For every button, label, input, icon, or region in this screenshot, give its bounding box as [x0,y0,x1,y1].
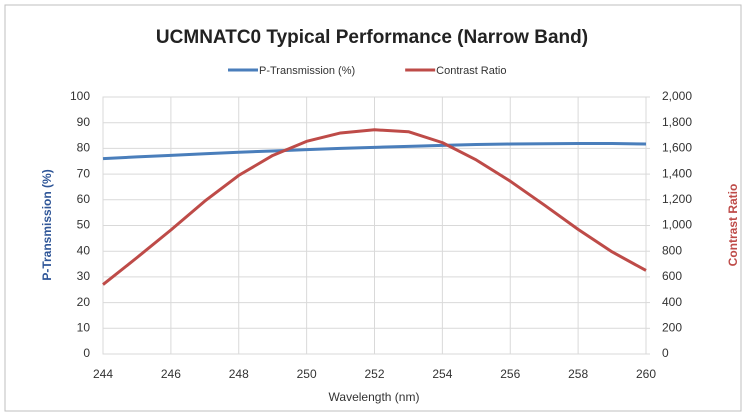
legend-label: Contrast Ratio [436,65,506,77]
y2-tick-label: 600 [662,269,682,283]
y-tick-label: 100 [70,89,90,103]
x-axis-title: Wavelength (nm) [329,390,420,404]
series-line [102,142,647,161]
series-line [102,128,647,286]
y-tick-label: 60 [77,192,91,206]
y-tick-label: 90 [77,115,91,129]
y-tick-label: 0 [83,346,90,360]
chart-frame [4,4,742,412]
y2-tick-label: 2,000 [662,89,692,103]
y2-tick-label: 1,800 [662,115,692,129]
x-tick-label: 250 [297,367,317,381]
y2-axis-title: Contrast Ratio [726,184,740,267]
legend-label: P-Transmission (%) [259,65,355,77]
x-tick-label: 244 [93,367,113,381]
y-tick-label: 80 [77,141,91,155]
plot-border [102,96,647,355]
y2-tick-label: 800 [662,243,682,257]
x-tick-label: 252 [364,367,384,381]
x-tick-label: 256 [500,367,520,381]
y-tick-label: 30 [77,269,91,283]
y2-tick-label: 1,400 [662,166,692,180]
y-tick-label: 10 [77,320,91,334]
y-axis-title: P-Transmission (%) [40,169,54,280]
y-tick-label: 50 [77,218,91,232]
y2-tick-label: 1,000 [662,218,692,232]
x-tick-label: 260 [636,367,656,381]
x-tick-label: 258 [568,367,588,381]
y2-tick-label: 1,200 [662,192,692,206]
x-tick-label: 254 [432,367,452,381]
y-tick-label: 70 [77,166,91,180]
x-tick-label: 248 [229,367,249,381]
y2-tick-label: 200 [662,320,682,334]
y2-tick-label: 400 [662,295,682,309]
chart-title: UCMNATC0 Typical Performance (Narrow Ban… [156,27,588,48]
y2-tick-label: 0 [662,346,669,360]
y-tick-label: 20 [77,295,91,309]
y-tick-label: 40 [77,243,91,257]
y2-tick-label: 1,600 [662,141,692,155]
x-tick-label: 246 [161,367,181,381]
